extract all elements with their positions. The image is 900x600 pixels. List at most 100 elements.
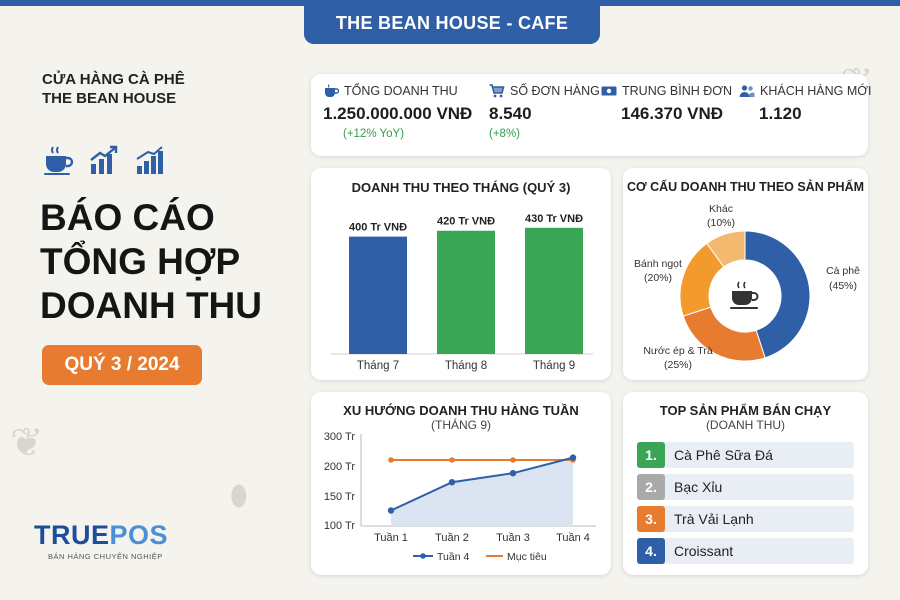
report-title-line-1: BÁO CÁO (40, 197, 215, 238)
bar-data-label: 400 Tr VNĐ (349, 222, 407, 234)
actual-point (448, 479, 456, 486)
actual-point (387, 507, 395, 514)
slice-name-label: Nước ép & Trà (643, 345, 713, 357)
saucer-shape (730, 307, 758, 309)
x-tick-label: Tuần 4 (556, 532, 590, 544)
coffee-cup-icon (44, 146, 74, 175)
coffee-leaf-decoration: ❦ (10, 421, 44, 465)
x-tick-label: Tuần 2 (435, 532, 469, 544)
product-mix-title: CƠ CẤU DOANH THU THEO SẢN PHẨM (626, 180, 865, 194)
cup-handle-shape (752, 292, 759, 301)
kpi-value: 8.540 (489, 104, 532, 123)
product-name: Bạc Xỉu (674, 479, 723, 495)
slice-percent-label: (10%) (707, 217, 735, 229)
cart-icon (489, 84, 505, 98)
store-line-2: THE BEAN HOUSE (42, 90, 177, 107)
report-title-line-2: TỔNG HỢP (40, 241, 241, 282)
coffee-cup-icon (730, 281, 759, 309)
period-badge: QUÝ 3 / 2024 (42, 345, 202, 385)
brand-name: TRUEPOS (34, 520, 168, 551)
legend-label-actual: Tuần 4 (437, 551, 469, 563)
rank-number: 3. (637, 506, 665, 532)
top-products-subtitle: (DOANH THU) (705, 418, 786, 432)
product-mix-chart: Cà phê (45%) Nước ép & Trà (25%) Bánh ngọt (2… (634, 203, 860, 371)
kpi-label-row: KHÁCH HÀNG MỚI (739, 84, 871, 98)
bar-data-label: 430 Tr VNĐ (525, 213, 583, 225)
kpi-total-revenue: TỔNG DOANH THU 1.250.000.000 VNĐ (+12% Y… (323, 84, 472, 140)
rank-number: 1. (637, 442, 665, 468)
monthly-revenue-title: DOANH THU THEO THÁNG (QUÝ 3) (351, 180, 571, 195)
weekly-trend-card: XU HƯỚNG DOANH THU HÀNG TUẦN (THÁNG 9) 1… (311, 392, 611, 575)
kpi-label: TRUNG BÌNH ĐƠN (622, 84, 733, 98)
report-title: BÁO CÁO TỔNG HỢP DOANH THU (40, 196, 300, 328)
steam-shape (737, 281, 746, 289)
monthly-revenue-chart: 400 Tr VNĐ Tháng 7 420 Tr VNĐ Tháng 8 430 Tr… (331, 213, 593, 372)
top-products-card: TOP SẢN PHẨM BÁN CHẠY (DOANH THU) 1. Cà … (623, 392, 868, 575)
x-tick-label: Tháng 8 (445, 360, 487, 372)
pie-slice (706, 230, 746, 268)
kpi-value: 1.120 (759, 104, 802, 123)
kpi-label: SỐ ĐƠN HÀNG (510, 84, 600, 98)
kpi-value: 1.250.000.000 VNĐ (323, 104, 473, 123)
kpi-label-row: TỔNG DOANH THU (323, 84, 472, 98)
kpi-change: (+8%) (489, 128, 520, 140)
y-tick-label: 150 Tr (324, 491, 356, 503)
kpi-label: KHÁCH HÀNG MỚI (760, 84, 872, 98)
series-line-actual (390, 456, 574, 512)
bar (437, 230, 495, 354)
slice-name-label: Bánh ngọt (634, 258, 682, 270)
hero-icons (42, 144, 166, 176)
slice-percent-label: (20%) (644, 272, 672, 284)
report-title-line-3: DOANH THU (40, 285, 262, 326)
area-fill (391, 457, 573, 526)
bar (525, 227, 583, 354)
header-title: THE BEAN HOUSE - CAFE (304, 2, 600, 44)
rank-number: 4. (637, 538, 665, 564)
brand-name-part-2: POS (109, 520, 169, 550)
slice-name-label: Cà phê (826, 265, 860, 277)
y-tick-label: 300 Tr (324, 431, 356, 443)
money-icon (601, 86, 617, 96)
x-tick-label: Tháng 7 (357, 360, 399, 372)
product-name: Croissant (674, 543, 734, 559)
legend-marker-actual (420, 553, 426, 559)
x-tick-label: Tháng 9 (533, 360, 575, 372)
kpi-average-order: TRUNG BÌNH ĐƠN 146.370 VNĐ (601, 84, 732, 124)
users-icon (739, 85, 755, 97)
brand-logo: TRUEPOS BÁN HÀNG CHUYÊN NGHIỆP (34, 520, 168, 561)
target-point (388, 457, 394, 463)
kpi-label-row: TRUNG BÌNH ĐƠN (601, 84, 732, 98)
top-product-row: 1. Cà Phê Sữa Đá (637, 442, 854, 468)
bar (349, 236, 407, 354)
brand-tagline: BÁN HÀNG CHUYÊN NGHIỆP (48, 552, 163, 561)
bar-data-label: 420 Tr VNĐ (437, 216, 495, 228)
y-tick-label: 100 Tr (324, 520, 356, 532)
x-tick-label: Tuần 1 (374, 532, 408, 544)
coffee-cup-icon (325, 84, 339, 97)
actual-point (569, 454, 577, 461)
kpi-order-count: SỐ ĐƠN HÀNG 8.540 (+8%) (489, 84, 600, 140)
target-point (449, 457, 455, 463)
product-name: Trà Vải Lạnh (674, 511, 754, 527)
top-product-row: 2. Bạc Xỉu (637, 474, 854, 500)
legend-label-target: Mục tiêu (507, 551, 547, 563)
store-line-1: CỬA HÀNG CÀ PHÊ (42, 71, 185, 88)
growth-chart-icon (90, 145, 118, 174)
coffee-bean-decoration: ⬮ (230, 480, 248, 511)
slice-name-label: Khác (709, 203, 733, 215)
y-tick-label: 200 Tr (324, 461, 356, 473)
weekly-trend-subtitle: (THÁNG 9) (431, 418, 491, 432)
store-name: CỬA HÀNG CÀ PHÊ THE BEAN HOUSE (42, 70, 185, 108)
kpi-value: 146.370 VNĐ (621, 104, 724, 123)
top-product-row: 4. Croissant (637, 538, 854, 564)
pie-slice (744, 230, 811, 359)
cup-body-shape (732, 291, 752, 305)
product-mix-card: CƠ CẤU DOANH THU THEO SẢN PHẨM Cà phê (45… (623, 168, 868, 380)
slice-percent-label: (45%) (829, 280, 857, 292)
brand-name-part-1: TRUE (34, 520, 110, 550)
weekly-trend-chart: 100 Tr 150 Tr 200 Tr 300 Tr Tuần 1 Tuần 2 Tuần… (324, 431, 596, 563)
top-product-row: 3. Trà Vải Lạnh (637, 506, 854, 532)
kpi-card: TỔNG DOANH THU 1.250.000.000 VNĐ (+12% Y… (311, 74, 871, 156)
weekly-trend-title: XU HƯỚNG DOANH THU HÀNG TUẦN (343, 403, 579, 418)
actual-point (509, 470, 517, 477)
